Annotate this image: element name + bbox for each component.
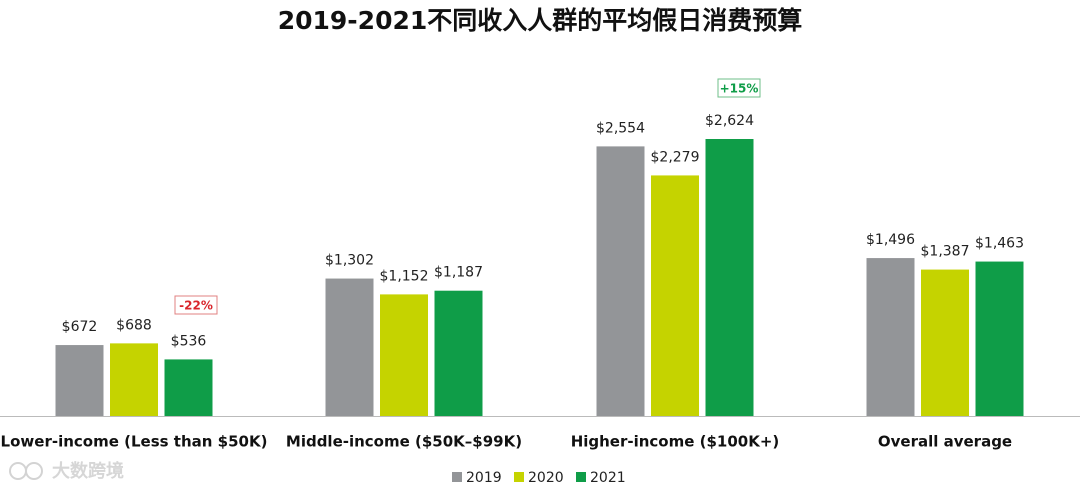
x-tick-label: Lower-income (Less than $50K) — [1, 433, 268, 451]
bar — [651, 175, 699, 416]
bar — [164, 359, 213, 416]
bar — [110, 343, 158, 416]
bar — [380, 294, 428, 416]
legend-label: 2021 — [590, 470, 626, 486]
bar — [55, 345, 104, 416]
value-label: $2,554 — [596, 120, 645, 136]
value-label: $688 — [116, 317, 152, 333]
legend-label: 2019 — [466, 470, 502, 486]
annotation: +15% — [717, 78, 761, 98]
value-label: $1,496 — [866, 232, 915, 248]
bar — [325, 278, 374, 416]
value-label: $672 — [62, 319, 98, 335]
x-tick-label: Middle-income ($50K–$99K) — [286, 433, 522, 451]
value-label: $2,279 — [651, 149, 700, 165]
x-tick-label: Overall average — [878, 433, 1012, 451]
bar — [975, 261, 1024, 416]
bar — [705, 139, 754, 416]
watermark-icon — [25, 462, 43, 480]
bar — [596, 146, 645, 417]
watermark-icon — [9, 462, 27, 480]
legend-swatch — [452, 472, 462, 482]
legend-swatch — [576, 472, 586, 482]
annotation-text: -22% — [179, 299, 213, 313]
value-label: $1,302 — [325, 253, 374, 269]
value-label: $1,187 — [434, 265, 483, 281]
legend-label: 2020 — [528, 470, 564, 486]
x-tick-label: Higher-income ($100K+) — [571, 433, 780, 451]
annotation: -22% — [174, 295, 218, 315]
value-label: $536 — [171, 333, 207, 349]
annotation-box — [717, 78, 761, 98]
value-label: $1,387 — [921, 244, 970, 260]
annotation-text: +15% — [720, 82, 759, 96]
watermark-text: 大数跨境 — [52, 460, 124, 482]
value-label: $1,152 — [380, 268, 429, 284]
chart-title: 2019-2021不同收入人群的平均假日消费预算 — [278, 6, 803, 35]
bar — [866, 258, 915, 416]
legend-swatch — [514, 472, 524, 482]
watermark: 大数跨境 — [9, 460, 124, 482]
value-label: $2,624 — [705, 113, 754, 129]
bar — [434, 290, 483, 416]
annotation-box — [174, 295, 218, 315]
bar — [921, 269, 969, 416]
value-label: $1,463 — [975, 236, 1024, 252]
